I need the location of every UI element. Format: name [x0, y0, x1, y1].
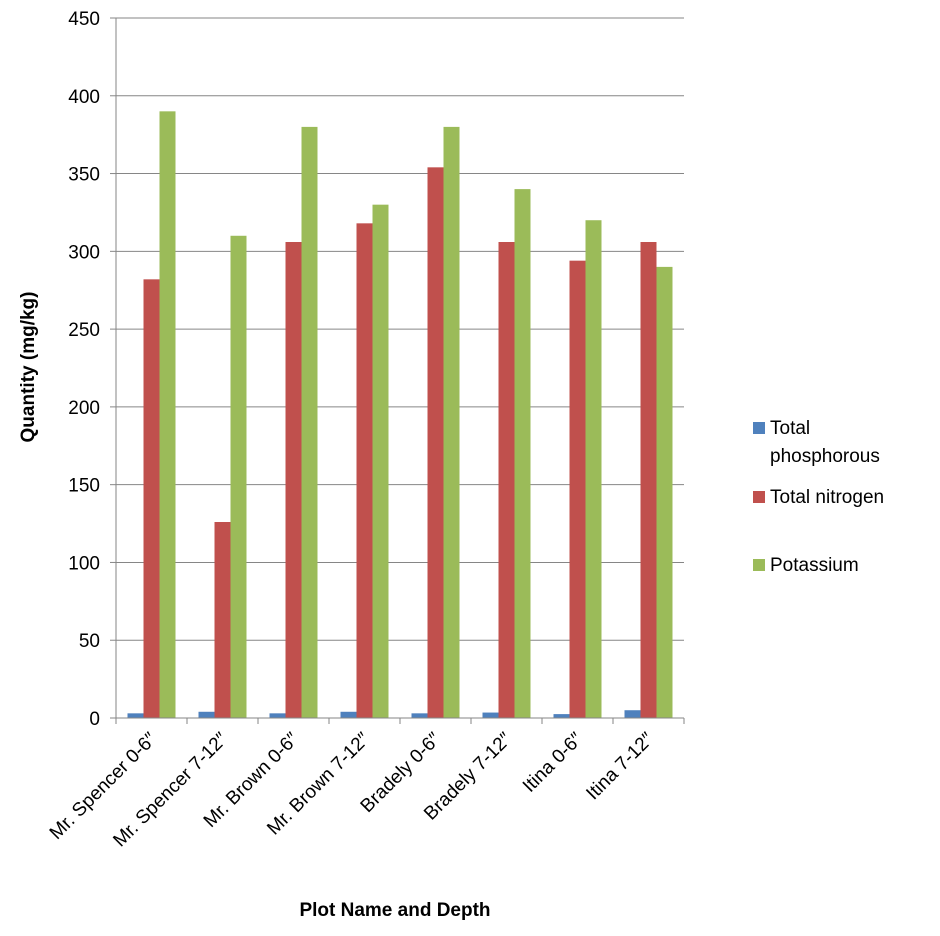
bar-total-nitrogen	[214, 522, 231, 718]
bar-total-nitrogen	[285, 242, 302, 718]
legend-label: Potassium	[770, 555, 859, 576]
bar-total-phosphorous	[411, 713, 428, 718]
bar-potassium	[656, 266, 673, 718]
y-tick-label: 50	[79, 631, 100, 652]
legend-item: Total phosphorous	[753, 418, 880, 467]
legend-swatch	[753, 559, 765, 571]
legend: Total phosphorous Total nitrogen Potassium	[753, 418, 884, 576]
legend-swatch	[753, 422, 765, 434]
bar-total-phosphorous	[269, 713, 286, 718]
bar-total-nitrogen	[143, 279, 160, 718]
bar-potassium	[159, 111, 176, 719]
x-tick-label: Itina 0-6″	[519, 729, 587, 797]
bar-total-nitrogen	[569, 260, 586, 718]
x-tick-label: Itina 7-12″	[582, 728, 658, 804]
y-tick-label: 250	[68, 320, 100, 341]
x-axis-title: Plot Name and Depth	[299, 900, 490, 921]
bar-potassium	[585, 220, 602, 718]
bar-total-phosphorous	[553, 714, 570, 718]
bar-total-phosphorous	[127, 713, 144, 718]
bar-total-nitrogen	[427, 167, 444, 719]
y-tick-label: 200	[68, 398, 100, 419]
bar-total-phosphorous	[624, 710, 641, 718]
y-tick-label: 0	[89, 709, 100, 730]
bar-total-nitrogen	[356, 223, 373, 719]
bar-potassium	[443, 126, 460, 718]
bar-potassium	[372, 204, 389, 718]
y-tick-label: 400	[68, 87, 100, 108]
y-tick-label: 450	[68, 9, 100, 30]
bar-potassium	[301, 126, 318, 718]
y-axis-title: Quantity (mg/kg)	[18, 292, 39, 443]
legend-label: Total	[770, 418, 810, 439]
y-tick-labels: 0 50 100 150 200 250 300 350 400 450	[68, 9, 100, 730]
y-tick-label: 100	[68, 553, 100, 574]
bar-potassium	[514, 189, 531, 719]
y-tick-label: 350	[68, 165, 100, 186]
bar-total-nitrogen	[498, 242, 515, 718]
legend-item: Total nitrogen	[753, 487, 884, 508]
legend-item: Potassium	[753, 555, 859, 576]
legend-label: phosphorous	[770, 446, 880, 467]
bar-total-nitrogen	[640, 242, 657, 718]
y-tick-label: 300	[68, 242, 100, 263]
bar-potassium	[230, 235, 247, 718]
bar-total-phosphorous	[198, 711, 215, 718]
legend-swatch	[753, 491, 765, 503]
legend-label: Total nitrogen	[770, 487, 884, 508]
axes	[115, 18, 685, 724]
bars	[127, 111, 673, 719]
y-tick-label: 150	[68, 476, 100, 497]
x-tick-labels: Mr. Spencer 0-6″Mr. Spencer 7-12″Mr. Bro…	[46, 728, 658, 851]
bar-total-phosphorous	[340, 711, 357, 718]
bar-total-phosphorous	[482, 712, 499, 718]
